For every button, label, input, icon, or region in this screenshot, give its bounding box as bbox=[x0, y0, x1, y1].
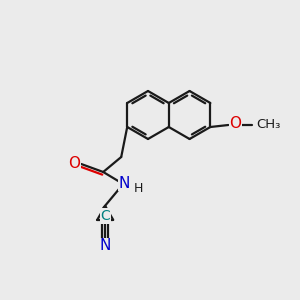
Text: O: O bbox=[68, 155, 80, 170]
Text: CH₃: CH₃ bbox=[256, 118, 281, 131]
Text: N: N bbox=[100, 238, 111, 253]
Text: H: H bbox=[134, 182, 144, 194]
Text: O: O bbox=[230, 116, 242, 131]
Text: N: N bbox=[118, 176, 130, 190]
Text: C: C bbox=[100, 209, 110, 223]
